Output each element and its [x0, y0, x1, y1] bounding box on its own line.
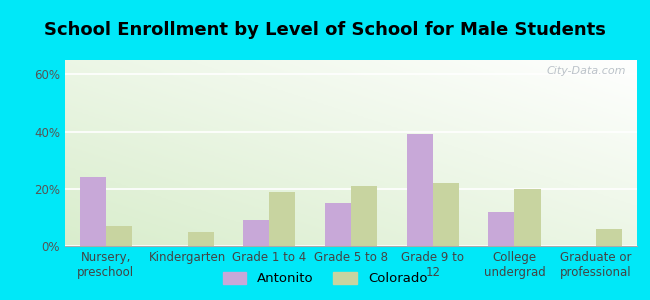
Bar	[514, 189, 541, 246]
Bar	[596, 229, 622, 246]
Text: School Enrollment by Level of School for Male Students: School Enrollment by Level of School for…	[44, 21, 606, 39]
Bar	[433, 183, 459, 246]
Bar	[406, 134, 433, 246]
Text: City-Data.com: City-Data.com	[546, 66, 625, 76]
Bar	[351, 186, 377, 246]
Bar	[269, 192, 296, 246]
Bar	[488, 212, 514, 246]
Bar	[325, 203, 351, 246]
Bar	[106, 226, 132, 246]
Legend: Antonito, Colorado: Antonito, Colorado	[218, 266, 432, 290]
Bar	[188, 232, 214, 246]
Bar	[80, 177, 106, 246]
Bar	[243, 220, 269, 246]
